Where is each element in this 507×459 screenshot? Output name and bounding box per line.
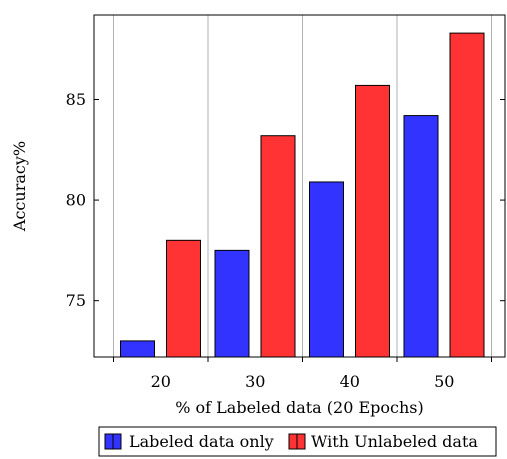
x-tick-label: 20 — [151, 372, 171, 391]
y-tick-label: 75 — [66, 291, 86, 310]
legend-label: With Unlabeled data — [311, 432, 478, 451]
x-tick-label: 30 — [245, 372, 265, 391]
y-axis-label: Accuracy% — [10, 141, 29, 232]
legend-swatch — [296, 433, 306, 450]
gridlines — [113, 15, 492, 357]
bar-labeled-20 — [120, 340, 155, 358]
x-axis-label: % of Labeled data (20 Epochs) — [175, 398, 424, 417]
legend-swatch — [288, 433, 298, 450]
y-tick-label: 80 — [66, 191, 86, 210]
legend-swatch — [104, 433, 114, 450]
bar-unlabeled-40 — [355, 84, 390, 358]
bar-unlabeled-20 — [166, 239, 201, 358]
legend: Labeled data only With Unlabeled data — [98, 426, 497, 457]
bar-labeled-50 — [403, 115, 439, 358]
legend-label: Labeled data only — [129, 432, 274, 451]
bar-unlabeled-50 — [449, 32, 485, 358]
bar-labeled-40 — [309, 181, 344, 358]
bar-labeled-30 — [214, 249, 250, 358]
legend-swatch — [112, 433, 122, 450]
y-axis: 75 80 85 — [66, 90, 505, 310]
y-tick-label: 85 — [66, 90, 86, 109]
bars — [120, 32, 485, 358]
x-axis: 20 30 40 50 — [113, 357, 492, 391]
x-tick-label: 50 — [434, 372, 454, 391]
x-tick-label: 40 — [340, 372, 360, 391]
bar-unlabeled-30 — [260, 135, 296, 358]
plot-frame — [93, 14, 506, 358]
